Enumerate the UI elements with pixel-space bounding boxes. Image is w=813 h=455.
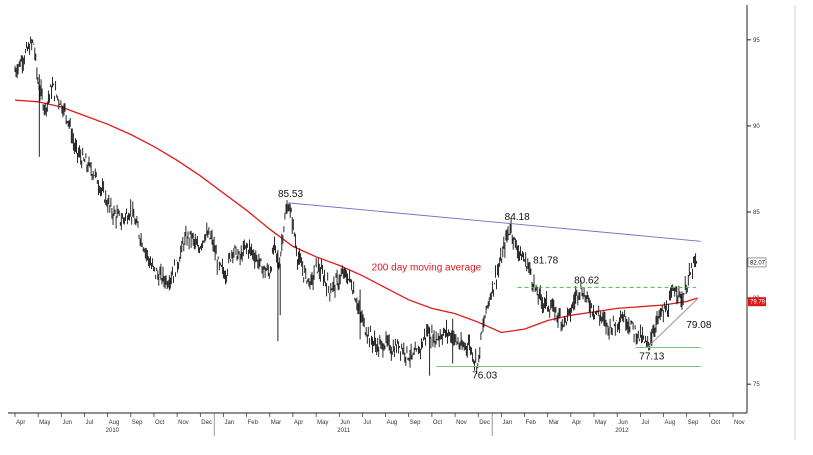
x-tick-label: Dec bbox=[201, 420, 212, 426]
x-tick-label: Jan bbox=[502, 420, 512, 426]
ma-badge bbox=[748, 297, 766, 307]
moving-average-label: 200 day moving average bbox=[372, 263, 482, 274]
x-tick-label: Oct bbox=[155, 420, 165, 426]
x-tick-label: Nov bbox=[734, 420, 745, 426]
x-tick-label: Feb bbox=[248, 420, 259, 426]
value-annotation: 81.78 bbox=[533, 255, 558, 266]
x-tick-label: Aug bbox=[387, 420, 398, 426]
x-tick-label: Apr bbox=[16, 420, 25, 426]
x-tick-label: Apr bbox=[572, 420, 581, 426]
x-tick-label: Jun bbox=[62, 420, 72, 426]
value-annotation: 85.53 bbox=[278, 189, 303, 200]
x-year-label: 2011 bbox=[337, 428, 351, 434]
x-tick-label: Nov bbox=[456, 420, 467, 426]
moving-average-line bbox=[14, 99, 698, 334]
value-annotation: 84.18 bbox=[505, 212, 530, 223]
x-tick-label: Sep bbox=[132, 420, 143, 426]
x-tick-label: Dec bbox=[479, 420, 490, 426]
trendline-line bbox=[288, 202, 701, 242]
value-annotation: 79.08 bbox=[686, 320, 711, 331]
value-annotation: 76.03 bbox=[472, 370, 497, 381]
x-tick-label: Jun bbox=[618, 420, 628, 426]
x-tick-label: Aug bbox=[109, 420, 120, 426]
x-tick-label: May bbox=[317, 420, 328, 426]
x-tick-label: Feb bbox=[526, 420, 537, 426]
support-line bbox=[646, 297, 699, 348]
trendlines-layer bbox=[288, 202, 701, 367]
last-price-badge bbox=[747, 257, 767, 268]
x-tick-label: Nov bbox=[178, 420, 189, 426]
x-tick-label: Oct bbox=[711, 420, 721, 426]
x-tick-label: Sep bbox=[688, 420, 699, 426]
x-tick-label: Jul bbox=[85, 420, 93, 426]
x-tick-label: Sep bbox=[410, 420, 421, 426]
axes-layer: 7580859095AprMayJunJulAugSepOctNovDecJan… bbox=[8, 5, 796, 440]
y-tick-label: 95 bbox=[753, 38, 760, 44]
x-tick-label: Jan bbox=[224, 420, 234, 426]
price-bars bbox=[14, 36, 698, 376]
x-tick-label: Jul bbox=[363, 420, 371, 426]
ma-line-layer bbox=[14, 99, 698, 334]
x-year-label: 2012 bbox=[615, 428, 629, 434]
value-annotation: 77.13 bbox=[639, 352, 664, 363]
annotations-layer: 85.53 84.18 81.78 80.62 79.08 77.13 76.03 82.07… bbox=[278, 189, 767, 381]
x-tick-label: Mar bbox=[271, 420, 281, 426]
x-tick-label: Aug bbox=[665, 420, 676, 426]
x-tick-label: Apr bbox=[294, 420, 303, 426]
x-tick-label: May bbox=[595, 420, 606, 426]
x-tick-label: Mar bbox=[549, 420, 559, 426]
y-tick-label: 90 bbox=[753, 124, 760, 130]
ma-badge-text: 79.79 bbox=[750, 300, 766, 306]
y-tick-label: 85 bbox=[753, 210, 760, 216]
x-tick-label: Jun bbox=[340, 420, 350, 426]
value-annotation: 80.62 bbox=[574, 275, 599, 286]
x-tick-label: Jul bbox=[641, 420, 649, 426]
x-year-label: 2010 bbox=[106, 428, 120, 434]
y-tick-label: 75 bbox=[753, 382, 760, 388]
x-tick-label: May bbox=[39, 420, 50, 426]
last-price-badge-text: 82.07 bbox=[750, 260, 766, 266]
price-series-layer bbox=[14, 36, 698, 376]
x-tick-label: Oct bbox=[433, 420, 443, 426]
